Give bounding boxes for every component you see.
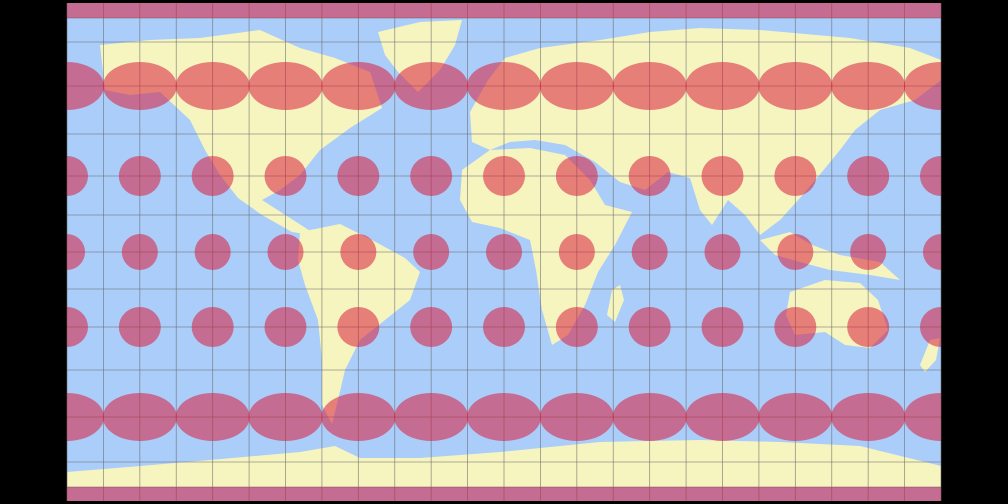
tissot-indicatrix <box>267 234 304 270</box>
tissot-indicatrix <box>321 62 396 110</box>
tissot-indicatrix <box>631 234 668 270</box>
tissot-indicatrix <box>904 62 941 110</box>
tissot-indicatrix <box>67 62 104 110</box>
tissot-indicatrix <box>923 234 941 270</box>
tissot-indicatrix <box>685 393 760 441</box>
tissot-indicatrix <box>486 234 522 270</box>
tissot-indicatrix <box>191 156 234 196</box>
tissot-indicatrix <box>774 307 817 347</box>
tissot-indicatrix <box>847 156 890 196</box>
greenland <box>378 20 462 92</box>
tissot-indicatrix <box>194 234 231 270</box>
new-zealand <box>920 338 940 372</box>
tissot-indicatrix <box>704 234 741 270</box>
tissot-indicatrix <box>483 307 525 347</box>
tissot-indicatrix <box>337 307 380 347</box>
pole-indicatrix <box>67 487 941 501</box>
tissot-indicatrix <box>102 62 177 110</box>
tissot-indicatrix <box>467 393 541 441</box>
tissot-indicatrix <box>67 234 85 270</box>
tissot-indicatrix <box>248 393 323 441</box>
tissot-indicatrix <box>612 393 687 441</box>
tissot-indicatrix <box>67 156 88 196</box>
tissot-indicatrix <box>410 307 453 347</box>
tissot-indicatrix <box>67 307 88 347</box>
madagascar <box>607 285 624 322</box>
tissot-indicatrix <box>337 156 380 196</box>
tissot-indicatrix <box>758 393 833 441</box>
tissot-indicatrix <box>920 156 941 196</box>
tissot-indicatrix <box>701 307 744 347</box>
tissot-indicatrix <box>920 307 941 347</box>
tissot-indicatrix <box>321 393 396 441</box>
tissot-indicatrix <box>483 156 525 196</box>
tissot-indicatrix <box>904 393 941 441</box>
tissot-indicatrix <box>467 62 541 110</box>
tissot-indicatrix <box>118 156 161 196</box>
tissot-indicatrix <box>850 234 887 270</box>
tissot-indicatrix <box>847 307 890 347</box>
africa <box>460 148 632 345</box>
tissot-indicatrix <box>118 307 161 347</box>
tissot-indicatrix <box>701 156 744 196</box>
tissot-indicatrix <box>628 307 671 347</box>
tissot-indicatrix <box>191 307 234 347</box>
tissot-indicatrix <box>777 234 814 270</box>
tissot-indicatrix <box>628 156 671 196</box>
tissot-indicatrix <box>394 393 469 441</box>
tissot-indicatrix <box>558 234 595 270</box>
tissot-indicatrix <box>264 307 307 347</box>
tissot-indicatrix <box>539 62 614 110</box>
tissot-indicatrix <box>685 62 760 110</box>
tissot-indicatrix <box>831 62 906 110</box>
tissot-indicatrix <box>175 62 250 110</box>
tissot-indicatrix <box>394 62 469 110</box>
tissot-indicatrix <box>340 234 377 270</box>
tissot-indicatrix <box>264 156 307 196</box>
tissot-indicatrix <box>539 393 614 441</box>
tissot-indicatrix <box>413 234 450 270</box>
tissot-indicatrix <box>831 393 906 441</box>
pole-indicatrix <box>67 3 941 18</box>
tissot-indicatrix <box>67 393 104 441</box>
tissot-indicatrix <box>774 156 817 196</box>
indicatrices <box>67 62 941 441</box>
tissot-indicatrix <box>121 234 158 270</box>
tissot-indicatrix <box>102 393 177 441</box>
tissot-indicatrix <box>248 62 323 110</box>
tissot-indicatrix <box>612 62 687 110</box>
tissot-indicatrix <box>175 393 250 441</box>
tissot-indicatrix <box>555 307 598 347</box>
tissot-indicatrix <box>410 156 453 196</box>
tissot-indicatrix <box>758 62 833 110</box>
tissot-indicatrix <box>555 156 598 196</box>
